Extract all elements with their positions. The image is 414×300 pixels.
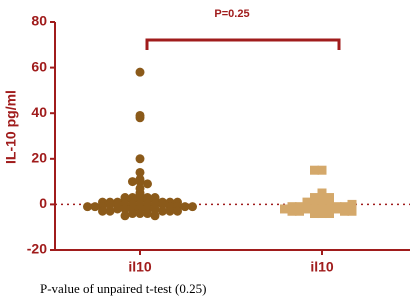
- data-point: [188, 202, 197, 212]
- significance-bracket: [145, 38, 341, 50]
- data-point: [105, 206, 115, 216]
- data-point: [317, 204, 327, 214]
- data-point: [310, 165, 319, 175]
- data-point: [332, 204, 342, 214]
- data-point: [302, 197, 312, 207]
- data-point: [317, 165, 327, 175]
- data-point: [325, 199, 334, 209]
- data-point: [295, 206, 304, 216]
- y-tick-label: 40: [31, 104, 47, 120]
- data-point: [325, 204, 334, 214]
- data-point: [317, 195, 327, 205]
- data-point: [310, 199, 319, 209]
- data-point: [287, 202, 297, 212]
- y-tick-label: 0: [39, 195, 47, 211]
- data-point: [340, 202, 349, 212]
- data-point: [150, 211, 160, 221]
- data-point: [310, 195, 319, 205]
- y-tick-label: 20: [31, 150, 47, 166]
- data-point: [317, 199, 327, 209]
- y-tick-label: -20: [27, 241, 47, 257]
- data-point: [325, 193, 334, 203]
- data-point: [135, 154, 145, 164]
- data-point: [325, 209, 334, 219]
- data-point: [158, 199, 167, 209]
- data-point: [310, 204, 319, 214]
- data-point: [113, 204, 122, 214]
- x-tick-label: il10: [128, 259, 152, 275]
- data-point: [143, 179, 152, 189]
- data-point: [347, 206, 357, 216]
- data-point: [310, 209, 319, 219]
- data-point: [83, 202, 92, 212]
- data-point: [347, 199, 357, 209]
- data-point: [340, 206, 349, 216]
- data-point: [150, 204, 160, 214]
- data-point: [143, 209, 152, 219]
- data-point: [128, 177, 137, 187]
- data-point: [317, 190, 327, 200]
- data-point: [287, 206, 297, 216]
- data-point: [135, 209, 145, 219]
- data-point: [135, 67, 145, 77]
- y-axis-label: IL-10 pg/ml: [3, 90, 19, 164]
- data-point: [98, 206, 107, 216]
- data-point: [165, 206, 175, 216]
- data-point: [295, 202, 304, 212]
- data-point: [90, 202, 100, 212]
- y-tick-label: 60: [31, 58, 47, 74]
- data-point: [120, 204, 130, 214]
- data-point: [135, 167, 145, 177]
- x-tick-label: il10: [310, 259, 334, 275]
- annotation: P=0.25: [214, 8, 249, 20]
- data-point: [173, 206, 182, 216]
- data-point: [180, 202, 190, 212]
- data-point: [120, 211, 130, 221]
- data-point: [135, 113, 145, 123]
- caption: P-value of unpaired t-test (0.25): [40, 281, 206, 296]
- data-point: [158, 206, 167, 216]
- data-point: [317, 209, 327, 219]
- y-tick-label: 80: [31, 13, 47, 29]
- data-point: [135, 177, 145, 187]
- data-point: [105, 199, 115, 209]
- data-point: [302, 204, 312, 214]
- data-point: [280, 204, 289, 214]
- data-point: [128, 209, 137, 219]
